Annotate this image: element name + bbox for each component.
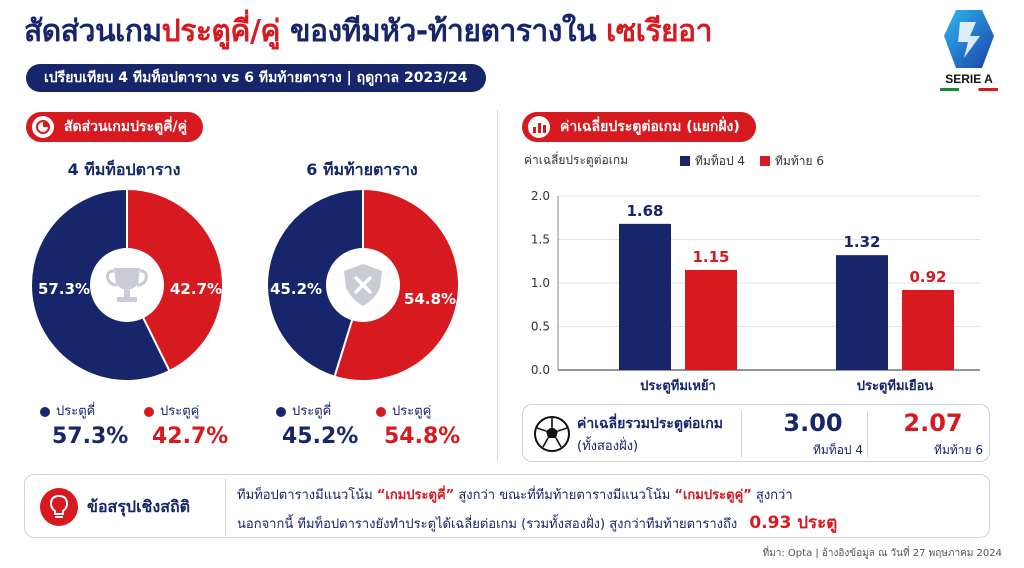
- legend-bottom6-even: ประตูคู่: [376, 400, 431, 421]
- x-category-label: ประตูทีมเยือน: [857, 378, 934, 394]
- donut-title-top4: 4 ทีมท็อปตาราง: [67, 160, 181, 179]
- top4-overall-label: ทีมท็อป 4: [812, 443, 863, 457]
- bar-value-label: 1.32: [843, 233, 880, 251]
- title-part-3: ของทีมหัว-ท้ายตารางใน: [280, 14, 606, 49]
- legend-top4-even-text: ประตูคู่: [160, 404, 200, 419]
- trophy-icon: [106, 268, 148, 302]
- summary-line2-a: นอกจากนี้ ทีมท็อปตารางยังทำประตูได้เฉลี่…: [237, 517, 738, 532]
- bottom6-odd-value: 45.2%: [282, 424, 359, 449]
- summary-even-highlight: “เกมประตูคู่”: [674, 488, 752, 503]
- shield-x-icon: [344, 264, 382, 306]
- avg-divider: [741, 411, 742, 457]
- red-dot: [144, 406, 154, 417]
- title-part-1: สัดส่วนเกม: [24, 14, 162, 49]
- logo-text: SERIE A: [945, 72, 993, 86]
- legend-top4-even: ประตูคู่: [144, 400, 199, 421]
- donut-chart-top4: [30, 187, 224, 382]
- italy-flag-stripe: [940, 88, 998, 91]
- bottom6-even-value: 54.8%: [384, 424, 461, 449]
- bar-section-pill: ค่าเฉลี่ยประตูต่อเกม (แยกฝั่ง): [522, 112, 756, 142]
- bar-chart: ค่าเฉลี่ยประตูต่อเกม ทีมท็อป 4 ทีมท้าย 6 …: [524, 151, 980, 394]
- top4-odd-value: 57.3%: [52, 424, 129, 449]
- lightbulb-icon: [40, 488, 78, 526]
- avg-box-subtitle: (ทั้งสองฝั่ง): [577, 439, 639, 454]
- legend-swatch: [680, 156, 690, 166]
- overall-average-box: ค่าเฉลี่ยรวมประตูต่อเกม (ทั้งสองฝั่ง) 3.…: [522, 404, 990, 462]
- pie-chart-icon: [32, 116, 54, 138]
- legend-bottom6-even-text: ประตูคู่: [392, 404, 432, 419]
- legend-label: ทีมท็อป 4: [695, 153, 745, 168]
- bar: [902, 289, 954, 370]
- donut-top4-odd-label: 57.3%: [38, 280, 91, 298]
- top4-overall-avg: 3.00: [783, 409, 843, 437]
- summary-line1-c: สูงกว่า ขณะที่ทีมท้ายตารางมีแนวโน้ม: [454, 488, 675, 503]
- donut-slice-even: [126, 187, 224, 373]
- summary-box: ข้อสรุปเชิงสถิติ ทีมท็อปตารางมีแนวโน้ม “…: [24, 474, 990, 538]
- soccer-ball-icon: [534, 416, 570, 452]
- legend-top4-odd: ประตูคี่: [40, 400, 95, 421]
- y-tick-label: 2.0: [531, 189, 550, 203]
- y-tick-label: 1.5: [531, 233, 550, 247]
- avg-box-title: ค่าเฉลี่ยรวมประตูต่อเกม: [577, 416, 723, 432]
- donut-bottom6-even-label: 54.8%: [404, 290, 457, 308]
- y-tick-label: 0.5: [531, 320, 550, 334]
- bar-chart-ylabel: ค่าเฉลี่ยประตูต่อเกม: [524, 151, 628, 168]
- pie-section-pill: สัดส่วนเกมประตูคี่/คู่: [26, 112, 203, 142]
- page-title: สัดส่วนเกมประตูคี่/คู่ ของทีมหัว-ท้ายตาร…: [24, 8, 712, 55]
- summary-goal-difference: 0.93 ประตู: [749, 513, 838, 533]
- legend-top4-odd-text: ประตูคี่: [56, 404, 96, 419]
- section-divider: [497, 110, 498, 462]
- subtitle: เปรียบเทียบ 4 ทีมท็อปตาราง vs 6 ทีมท้ายต…: [26, 64, 486, 92]
- bottom6-overall-avg: 2.07: [903, 409, 963, 437]
- bar: [836, 255, 888, 370]
- summary-heading: ข้อสรุปเชิงสถิติ: [87, 497, 191, 516]
- pie-section-label: สัดส่วนเกมประตูคี่/คู่: [64, 119, 187, 135]
- legend-label: ทีมท้าย 6: [775, 154, 824, 168]
- legend-swatch: [760, 156, 770, 166]
- legend-bottom6-odd-text: ประตูคี่: [292, 404, 332, 419]
- navy-dot: [276, 406, 286, 417]
- summary-line1-a: ทีมท็อปตารางมีแนวโน้ม: [237, 488, 377, 503]
- donut-bottom6-odd-label: 45.2%: [270, 280, 323, 298]
- x-category-label: ประตูทีมเหย้า: [640, 378, 716, 394]
- bar-section-label: ค่าเฉลี่ยประตูต่อเกม (แยกฝั่ง): [560, 119, 740, 135]
- serie-a-logo-icon: [944, 10, 994, 68]
- title-part-4: เซเรียอา: [606, 14, 712, 49]
- summary-line-2: นอกจากนี้ ทีมท็อปตารางยังทำประตูได้เฉลี่…: [237, 509, 837, 536]
- red-dot: [376, 406, 386, 417]
- summary-odd-highlight: “เกมประตูคี่”: [376, 488, 455, 503]
- legend-bottom6-odd: ประตูคี่: [276, 400, 331, 421]
- summary-divider: [225, 479, 226, 535]
- bar-chart-icon: [528, 116, 550, 138]
- donut-chart-bottom6: [266, 187, 460, 382]
- bottom6-overall-label: ทีมท้าย 6: [934, 443, 983, 457]
- navy-dot: [40, 406, 50, 417]
- donut-top4-even-label: 42.7%: [170, 280, 223, 298]
- y-tick-label: 0.0: [531, 363, 550, 377]
- source-note: ที่มา: Opta | อ้างอิงข้อมูล ณ วันที่ 27 …: [762, 548, 1002, 559]
- avg-divider: [867, 411, 868, 457]
- bar-value-label: 0.92: [909, 268, 946, 286]
- summary-line-1: ทีมท็อปตารางมีแนวโน้ม “เกมประตูคี่” สูงก…: [237, 484, 793, 505]
- bar: [619, 223, 671, 370]
- bar-value-label: 1.15: [692, 248, 729, 266]
- donut-title-bottom6: 6 ทีมท้ายตาราง: [306, 160, 418, 179]
- top4-even-value: 42.7%: [152, 424, 229, 449]
- donut-slice-odd: [266, 187, 364, 378]
- title-part-2: ประตูคี่/คู่: [161, 14, 281, 49]
- y-tick-label: 1.0: [531, 276, 550, 290]
- summary-line1-e: สูงกว่า: [751, 488, 793, 503]
- bar: [685, 269, 737, 370]
- bar-value-label: 1.68: [626, 202, 663, 220]
